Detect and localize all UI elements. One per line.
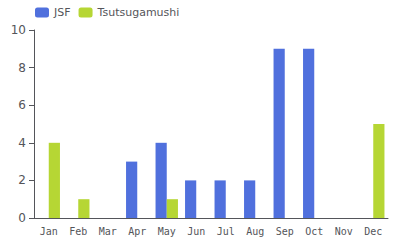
svg-text:Jan: Jan bbox=[40, 226, 58, 237]
svg-text:0: 0 bbox=[18, 211, 26, 225]
svg-text:Feb: Feb bbox=[69, 226, 87, 237]
svg-text:Aug: Aug bbox=[246, 226, 264, 237]
svg-text:2: 2 bbox=[18, 173, 26, 187]
svg-text:JSF: JSF bbox=[53, 6, 71, 19]
svg-text:10: 10 bbox=[11, 23, 26, 37]
svg-text:Dec: Dec bbox=[364, 226, 382, 237]
svg-text:Tsutsugamushi: Tsutsugamushi bbox=[97, 6, 180, 19]
svg-text:Sep: Sep bbox=[276, 226, 294, 237]
svg-text:Oct: Oct bbox=[305, 226, 323, 237]
svg-text:8: 8 bbox=[18, 61, 26, 75]
svg-text:4: 4 bbox=[18, 136, 26, 150]
svg-text:Jul: Jul bbox=[217, 226, 235, 237]
svg-text:May: May bbox=[158, 226, 176, 237]
svg-text:6: 6 bbox=[18, 98, 26, 112]
svg-text:Mar: Mar bbox=[99, 226, 117, 237]
svg-text:Nov: Nov bbox=[335, 226, 353, 237]
svg-text:Apr: Apr bbox=[128, 226, 146, 237]
svg-text:Jun: Jun bbox=[187, 226, 205, 237]
